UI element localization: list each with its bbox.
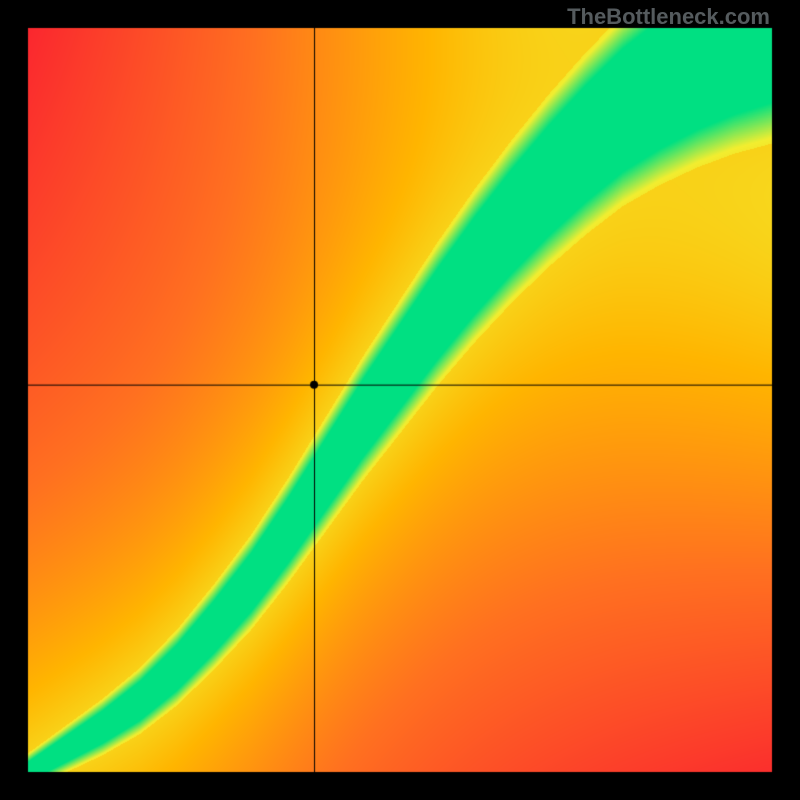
watermark-text: TheBottleneck.com [567, 4, 770, 30]
bottleneck-heatmap [0, 0, 800, 800]
